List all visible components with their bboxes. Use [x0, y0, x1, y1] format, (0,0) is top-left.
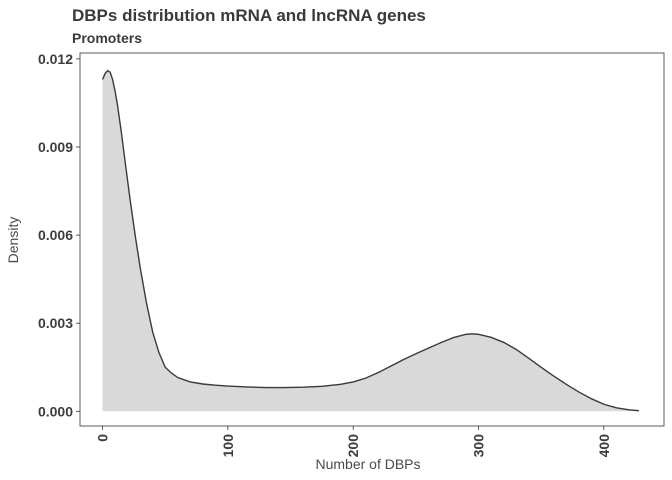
plot-panel-border — [79, 52, 665, 427]
y-tick-label: 0.000 — [38, 403, 73, 419]
y-tick-label: 0.009 — [38, 139, 73, 155]
y-tick-label: 0.012 — [38, 51, 73, 67]
y-axis: 0.000 0.003 0.006 0.009 0.012 — [38, 51, 80, 419]
y-tick-label: 0.006 — [38, 227, 73, 243]
x-tick-label: 200 — [345, 434, 361, 458]
x-tick-label: 0 — [95, 434, 111, 442]
x-axis: 0 100 200 300 400 — [95, 426, 612, 457]
plot-area — [101, 69, 640, 412]
x-tick-label: 400 — [596, 434, 612, 458]
chart-title: DBPs distribution mRNA and lncRNA genes — [72, 6, 426, 25]
x-tick-label: 300 — [471, 434, 487, 458]
chart-subtitle: Promoters — [72, 30, 142, 46]
density-line — [101, 69, 640, 412]
y-tick-label: 0.003 — [38, 315, 73, 331]
x-axis-label: Number of DBPs — [315, 456, 420, 472]
x-tick-label: 100 — [220, 434, 236, 458]
y-axis-label: Density — [5, 217, 21, 264]
density-area — [102, 70, 639, 412]
